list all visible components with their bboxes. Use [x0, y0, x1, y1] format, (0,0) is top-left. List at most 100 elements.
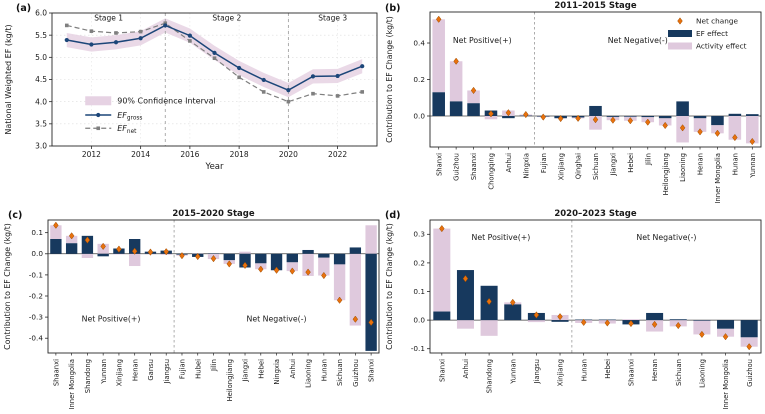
ef-net-line [66, 22, 363, 103]
y-tick-label: 0.3 [413, 230, 425, 239]
panel-b-label: (b) [385, 3, 401, 14]
y-tick-label: -0.2 [29, 291, 43, 300]
ef-gross-marker [237, 65, 242, 71]
activity-effect-bar [527, 320, 545, 323]
panel-c-label: (c) [8, 210, 23, 221]
ef-net-marker [311, 91, 315, 96]
y-tick-label: 4.5 [35, 75, 47, 84]
legend-net-label: EFnet [117, 124, 137, 135]
x-category-label: Inner Mongolia [68, 359, 76, 410]
ef-effect-bar [504, 304, 522, 321]
net-change-marker [540, 113, 546, 121]
x-category-label: Jiangsu [163, 359, 171, 385]
net-change-marker [147, 248, 154, 256]
net-change-marker [557, 114, 564, 123]
ef-net-marker [89, 29, 94, 33]
ef-net-marker [188, 39, 192, 43]
net-change-marker [53, 221, 59, 229]
activity-effect-bar [658, 118, 672, 126]
x-category-label: Shandong [84, 359, 92, 393]
net-change-marker [439, 224, 445, 233]
x-category-label: Shanxi [438, 359, 446, 382]
ef-effect-bar [551, 320, 569, 322]
x-category-label: Shaanxi [628, 359, 636, 386]
activity-effect-bar [50, 225, 62, 239]
net-change-marker [195, 252, 201, 261]
ef-effect-bar [81, 235, 94, 254]
net-change-marker [533, 311, 540, 319]
ef-gross-marker [89, 42, 94, 47]
x-category-label: Fujian [540, 153, 548, 173]
ef-effect-bar [432, 92, 445, 116]
activity-effect-bar [456, 320, 474, 329]
legend-ef-effect-swatch [668, 30, 692, 37]
ef-net-marker [360, 90, 365, 94]
y-axis-label: Contribution to EF Change (kg/t) [385, 223, 394, 350]
y-tick-label: 0.0 [31, 249, 43, 258]
y-tick-label: 5.0 [35, 53, 47, 62]
net-negative-label: Net Negative(-) [636, 233, 696, 242]
axes-frame [429, 219, 762, 354]
x-category-label: Ningxia [522, 153, 530, 179]
ef-net-marker [237, 75, 241, 80]
net-change-marker [628, 319, 634, 328]
activity-effect-bar [711, 125, 724, 134]
net-change-marker [486, 297, 492, 306]
net-change-marker [453, 57, 459, 65]
legend-net-change-label: Net change [696, 17, 738, 26]
ef-net-marker [64, 23, 69, 28]
panel-d-label: (d) [385, 210, 401, 221]
ef-net-marker [138, 29, 143, 34]
x-category-label: Xinjiang [116, 359, 124, 386]
ef-effect-bar [456, 270, 474, 321]
net-change-marker [273, 266, 280, 274]
x-category-label: Shandong [486, 359, 494, 393]
activity-effect-bar [286, 262, 298, 272]
ef-net-marker [163, 21, 168, 25]
ef-effect-bar [129, 239, 141, 254]
ef-effect-bar [624, 115, 637, 117]
ef-effect-bar [286, 253, 298, 263]
ef-effect-bar [740, 320, 758, 338]
net-change-marker [305, 268, 311, 276]
ef-effect-bar [255, 253, 267, 264]
ef-effect-bar [711, 115, 724, 126]
net-change-marker [523, 110, 529, 119]
ef-gross-marker [310, 74, 316, 79]
y-tick-label: 0.0 [413, 316, 425, 325]
x-tick-label: 2016 [180, 150, 199, 159]
y-tick-label: 6.0 [35, 9, 47, 18]
ef-effect-bar [693, 320, 711, 321]
x-category-label: Hebei [257, 359, 265, 379]
net-change-marker [226, 260, 232, 268]
net-change-marker [714, 129, 721, 137]
ef-effect-bar [50, 239, 62, 254]
net-positive-label: Net Positive(+) [453, 36, 512, 45]
ef-net-marker [335, 94, 340, 98]
net-change-marker [242, 261, 248, 270]
x-category-label: Sichuan [336, 359, 344, 386]
net-change-marker [645, 118, 651, 126]
net-change-marker [575, 114, 581, 122]
x-category-label: Yunnan [100, 359, 108, 385]
activity-effect-bar [318, 257, 330, 276]
y-tick-label: -0.4 [29, 334, 44, 343]
net-change-marker [116, 245, 122, 253]
activity-effect-bar [333, 264, 346, 301]
net-change-marker [163, 248, 169, 256]
y-axis-label: Contribution to EF Change (kg/t) [385, 16, 394, 143]
ef-effect-bar [302, 249, 314, 254]
net-change-marker [131, 247, 138, 255]
net-change-marker [84, 236, 91, 244]
net-change-marker [100, 242, 106, 251]
ef-net-marker [261, 90, 266, 94]
y-tick-label: 5.5 [35, 31, 47, 40]
activity-effect-bar [480, 320, 498, 336]
x-category-label: Henan [131, 359, 139, 381]
x-category-label: Fujian [179, 359, 187, 379]
ef-effect-bar [606, 115, 620, 117]
x-category-label: Guizhou [453, 153, 461, 181]
x-category-label: Jilin [210, 359, 218, 372]
y-tick-label: 0.4 [413, 38, 425, 47]
